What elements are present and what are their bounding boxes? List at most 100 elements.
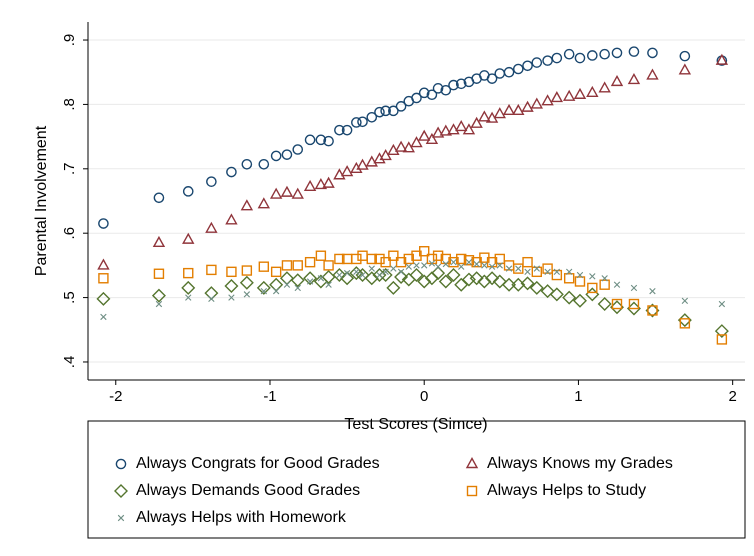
point [574,52,586,64]
point [461,272,476,287]
point [183,267,194,279]
point [365,155,378,167]
point [586,85,599,98]
point [522,256,533,268]
point [715,53,729,65]
point [334,253,345,265]
point [205,221,218,233]
point [418,87,430,99]
point [681,297,689,304]
point [530,97,543,109]
point [496,262,503,269]
point [208,295,215,303]
point [364,271,379,286]
point [292,144,304,155]
point [647,305,658,316]
legend-marker [465,457,479,469]
point [563,273,575,284]
point [521,100,534,112]
point [417,274,432,289]
point [376,271,383,279]
point [405,263,412,270]
point [155,300,163,308]
point [574,276,586,287]
point [334,124,345,136]
point [431,126,445,138]
point [226,166,237,178]
point [403,253,414,265]
point [357,116,368,128]
point [258,261,270,272]
point [428,260,436,267]
point [340,271,355,286]
point [597,297,612,312]
point [455,78,467,90]
point [542,263,553,274]
point [410,136,423,148]
point [446,268,461,283]
point [478,110,491,122]
point [551,269,563,281]
point [628,46,640,57]
point [224,279,239,293]
point [611,298,623,310]
point [587,282,598,294]
point [493,107,506,119]
point [463,255,475,266]
x-tick-label: 2 [728,388,736,405]
point [542,55,553,66]
point [241,158,253,170]
point [394,140,408,152]
point [291,187,304,199]
point [395,101,407,112]
point [432,250,444,261]
point [269,187,283,199]
point [477,274,492,289]
point [562,89,576,101]
point [465,258,473,266]
point [397,268,405,276]
point [340,165,354,177]
point [98,218,109,229]
point [353,268,360,276]
legend-label: Always Helps with Homework [136,509,347,526]
point [432,83,444,94]
point [533,265,540,272]
point [456,253,467,265]
point [280,185,294,197]
point [524,268,531,276]
point [332,268,347,283]
point [387,143,400,155]
point [351,253,362,265]
point [520,276,535,291]
point [239,275,254,290]
point [151,288,166,303]
point [333,168,346,180]
point [413,262,420,269]
point [589,273,596,280]
point [494,253,505,265]
point [541,94,554,106]
point [438,274,453,289]
point [306,278,314,285]
point [303,179,317,192]
point [587,50,598,61]
point [448,256,459,268]
point [549,287,564,302]
y-tick-label: .7 [61,163,78,176]
point [630,284,638,292]
point [426,89,438,101]
point [323,135,334,147]
point [153,268,165,279]
point [386,280,401,295]
point [380,256,391,268]
point [440,84,452,96]
legend-marker [114,484,128,498]
point [206,264,217,276]
point [325,281,332,288]
point [679,318,691,329]
point [647,47,658,59]
point [260,287,268,295]
x-tick-label: -2 [109,388,122,405]
